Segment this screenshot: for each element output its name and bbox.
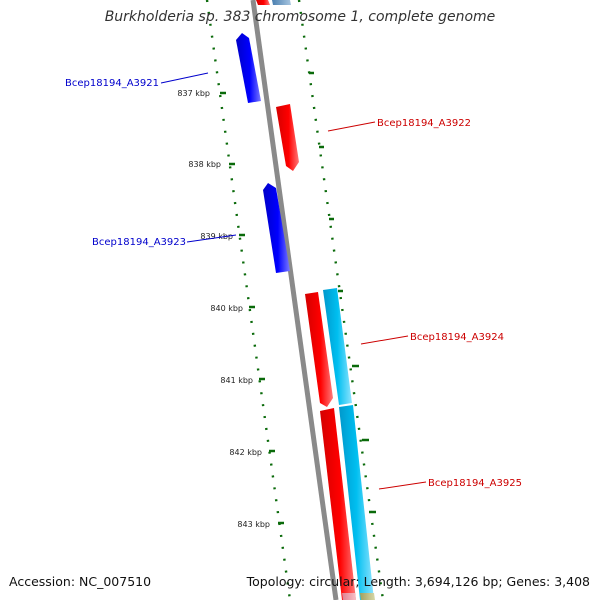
gene-label-a3922[interactable]: Bcep18194_A3922: [377, 118, 471, 129]
genome-backbone: [250, 0, 339, 600]
gene-bcep18194-a3923[interactable]: [263, 183, 290, 273]
tick-label-840: 840 kbp: [210, 304, 243, 313]
cds-bcep18194-a3924[interactable]: [323, 288, 352, 405]
tick-label-843: 843 kbp: [237, 520, 270, 529]
outer-scale-arc-left: [205, 0, 292, 600]
tick-label-838: 838 kbp: [188, 160, 221, 169]
gene-label-a3924[interactable]: Bcep18194_A3924: [410, 332, 504, 343]
outer-scale-arc-right: [297, 0, 385, 600]
feature-top-partial-red: [256, 0, 270, 5]
accession-label: Accession: NC_007510: [9, 574, 152, 589]
tick-label-837: 837 kbp: [177, 89, 210, 98]
feature-top-partial-steel: [272, 0, 291, 5]
tick-label-841: 841 kbp: [220, 376, 253, 385]
gene-label-a3925[interactable]: Bcep18194_A3925: [428, 478, 522, 489]
right-scale-ticks: [309, 71, 376, 514]
feature-bottom-partial-pink: [342, 593, 356, 600]
gene-label-a3923[interactable]: Bcep18194_A3923: [92, 237, 186, 248]
feature-bottom-partial-olive: [360, 593, 375, 600]
leader-line-a3923: [186, 234, 237, 243]
tick-label-842: 842 kbp: [229, 448, 262, 457]
gene-bcep18194-a3921[interactable]: [236, 33, 261, 103]
gene-bcep18194-a3924[interactable]: [305, 292, 333, 407]
map-title: Burkholderia sp. 383 chromosome 1, compl…: [104, 9, 496, 25]
leader-line-a3922: [327, 121, 376, 132]
scale-ticks: 837 kbp 838 kbp 839 kbp 840 kbp 841 kbp …: [177, 89, 284, 529]
tick-label-839: 839 kbp: [200, 232, 233, 241]
leader-line-a3921: [160, 72, 209, 84]
leader-line-a3924: [360, 335, 409, 345]
cds-bcep18194-a3925[interactable]: [339, 405, 374, 600]
leader-line-a3925: [378, 481, 427, 490]
gene-label-a3921[interactable]: Bcep18194_A3921: [65, 78, 159, 89]
gene-bcep18194-a3925[interactable]: [320, 408, 356, 600]
genome-stats-label: Topology: circular; Length: 3,694,126 bp…: [246, 574, 590, 589]
gene-bcep18194-a3922[interactable]: [276, 104, 299, 171]
